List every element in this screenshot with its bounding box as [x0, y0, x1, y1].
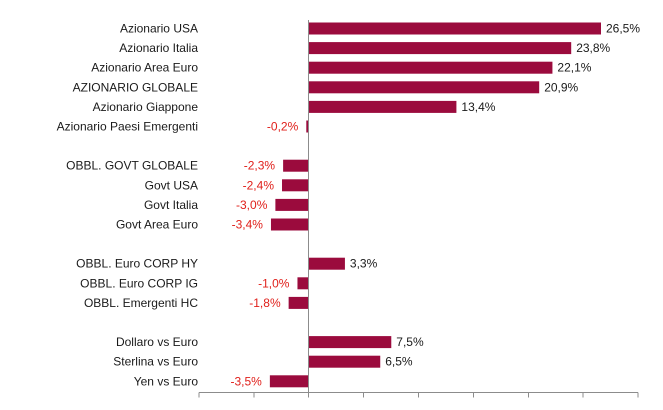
category-label: OBBL. Euro CORP IG: [80, 276, 198, 290]
category-label: Azionario Italia: [119, 41, 198, 55]
category-label: Govt Area Euro: [116, 218, 198, 232]
bar: [282, 179, 309, 192]
bar: [308, 61, 553, 74]
data-label: -3,0%: [236, 198, 268, 212]
bar: [306, 120, 309, 133]
category-label: Govt USA: [145, 178, 198, 192]
data-label: -1,0%: [258, 276, 290, 290]
data-label: 23,8%: [576, 41, 610, 55]
data-label: 13,4%: [461, 100, 495, 114]
category-label: Azionario Paesi Emergenti: [57, 120, 198, 134]
category-label: OBBL. GOVT GLOBALE: [66, 159, 198, 173]
category-label: Sterlina vs Euro: [113, 355, 198, 369]
data-label: 22,1%: [557, 61, 591, 75]
bar: [308, 22, 601, 35]
bar: [308, 81, 540, 94]
bar: [275, 198, 309, 211]
category-label: Govt Italia: [144, 198, 198, 212]
bar: [308, 336, 392, 349]
category-label: Yen vs Euro: [134, 374, 199, 388]
data-label: -2,3%: [244, 159, 276, 173]
bars-group: [269, 22, 601, 388]
category-label: Dollaro vs Euro: [116, 335, 198, 349]
bar: [308, 100, 457, 113]
data-label: 20,9%: [544, 80, 578, 94]
data-label: -0,2%: [267, 120, 299, 134]
data-label: 26,5%: [606, 22, 640, 36]
bar: [269, 375, 309, 388]
data-label: 6,5%: [385, 355, 413, 369]
category-label: Azionario USA: [120, 22, 198, 36]
data-label: -1,8%: [249, 296, 281, 310]
category-label: Azionario Area Euro: [91, 61, 198, 75]
bar: [288, 296, 309, 309]
category-label: OBBL. Euro CORP HY: [76, 257, 198, 271]
bar: [297, 277, 309, 290]
bar: [283, 159, 309, 172]
data-label: 3,3%: [350, 257, 378, 271]
data-label: -3,5%: [231, 374, 263, 388]
bar: [308, 42, 572, 55]
axes-group: [198, 20, 639, 398]
category-label: Azionario Giappone: [93, 100, 199, 114]
bar: [308, 355, 381, 368]
data-label: 7,5%: [396, 335, 424, 349]
data-label: -3,4%: [232, 218, 264, 232]
bar: [270, 218, 309, 231]
bar: [308, 257, 345, 270]
labels-group: Azionario USA 26,5% Azionario Italia 23,8% A…: [57, 22, 641, 389]
category-label: OBBL. Emergenti HC: [84, 296, 198, 310]
data-label: -2,4%: [243, 178, 275, 192]
category-label: AZIONARIO GLOBALE: [73, 80, 198, 94]
